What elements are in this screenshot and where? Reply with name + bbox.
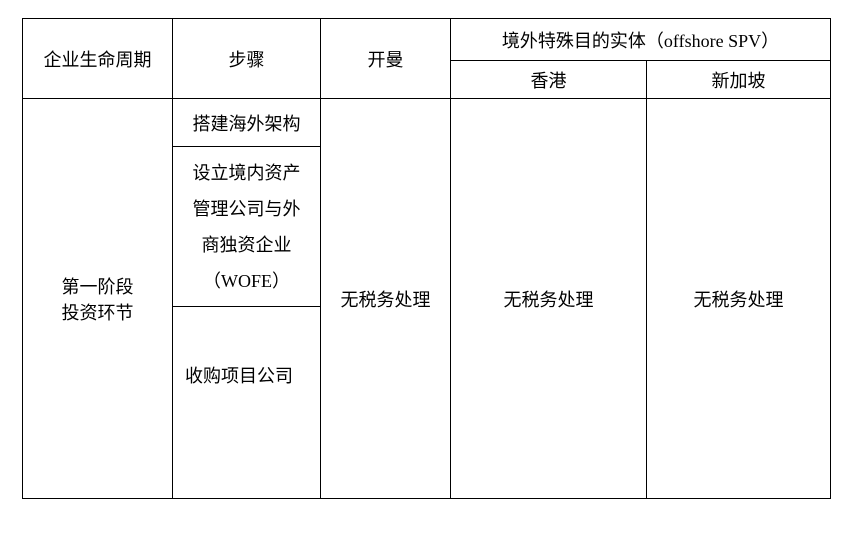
header-cayman: 开曼	[321, 19, 451, 99]
header-spv-group: 境外特殊目的实体（offshore SPV）	[451, 19, 831, 61]
lifecycle-line1: 第一阶段	[23, 273, 172, 299]
cell-hk-val: 无税务处理	[451, 99, 647, 499]
header-step: 步骤	[173, 19, 321, 99]
header-row-1: 企业生命周期 步骤 开曼 境外特殊目的实体（offshore SPV）	[23, 19, 831, 61]
wofe-line1: 设立境内资产	[173, 155, 320, 191]
header-sg: 新加坡	[647, 61, 831, 99]
spv-tax-table: 企业生命周期 步骤 开曼 境外特殊目的实体（offshore SPV） 香港 新…	[22, 18, 831, 499]
body-row-build: 第一阶段 投资环节 搭建海外架构 无税务处理 无税务处理 无税务处理	[23, 99, 831, 147]
acquire-label: 收购项目公司	[173, 307, 320, 498]
cell-lifecycle-phase: 第一阶段 投资环节	[23, 99, 173, 499]
cell-step-build: 搭建海外架构	[173, 99, 321, 147]
header-hk: 香港	[451, 61, 647, 99]
wofe-line4: （WOFE）	[173, 263, 320, 299]
lifecycle-line2: 投资环节	[23, 299, 172, 325]
cell-step-wofe: 设立境内资产 管理公司与外 商独资企业 （WOFE）	[173, 147, 321, 307]
wofe-line3: 商独资企业	[173, 227, 320, 263]
cell-step-acquire: 收购项目公司	[173, 307, 321, 499]
cell-cayman-val: 无税务处理	[321, 99, 451, 499]
wofe-line2: 管理公司与外	[173, 191, 320, 227]
header-lifecycle: 企业生命周期	[23, 19, 173, 99]
cell-sg-val: 无税务处理	[647, 99, 831, 499]
